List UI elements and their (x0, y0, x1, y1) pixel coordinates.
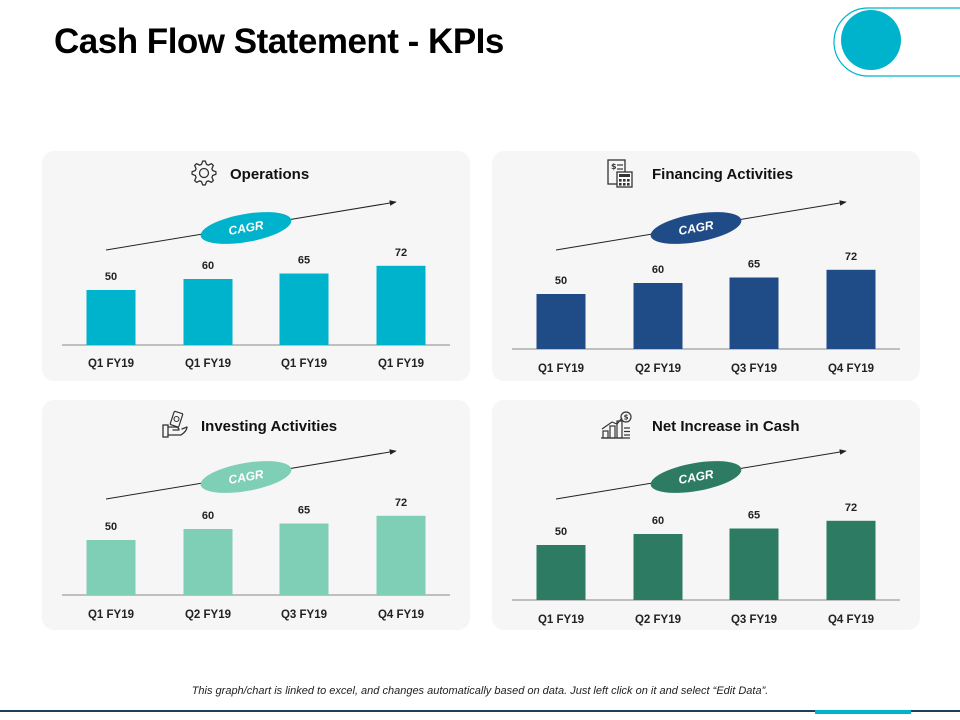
tick-label: Q3 FY19 (281, 609, 327, 621)
data-label: 72 (395, 497, 407, 509)
bar (536, 545, 586, 600)
bar (279, 273, 329, 345)
bar (826, 269, 876, 349)
panel-investing-activities: Investing Activities CAGR 50 Q1 FY19 60 Q2 FY… (42, 400, 470, 630)
page-title: Cash Flow Statement - KPIs (54, 22, 504, 61)
growth-chart-icon: $ (601, 411, 632, 439)
data-label: 72 (395, 247, 407, 259)
cagr-label: CAGR (677, 218, 715, 238)
tick-label: Q4 FY19 (828, 614, 874, 626)
bar (86, 540, 136, 595)
data-label: 60 (202, 510, 214, 522)
bar (376, 265, 426, 345)
tick-label: Q1 FY19 (538, 363, 584, 375)
chart-title: Operations (230, 166, 309, 183)
bar (279, 523, 329, 595)
gear-icon (191, 160, 217, 186)
chart-title: Financing Activities (652, 166, 793, 183)
data-label: 50 (555, 275, 567, 287)
bar (536, 294, 586, 349)
tick-label: Q1 FY19 (88, 609, 134, 621)
data-label: 72 (845, 251, 857, 263)
cagr-badge: CAGR (650, 461, 742, 493)
bar (826, 520, 876, 600)
header-decoration (833, 7, 960, 77)
calculator-document-icon: $ (607, 159, 633, 188)
data-label: 50 (555, 526, 567, 538)
panel-net-increase-in-cash: $ Net Increase in Cash CAGR 50 Q1 FY19 60 Q2 F… (492, 400, 920, 630)
tick-label: Q1 FY19 (378, 358, 424, 370)
data-label: 60 (202, 260, 214, 272)
tick-label: Q2 FY19 (635, 363, 681, 375)
data-label: 65 (748, 510, 760, 522)
data-label: 72 (845, 502, 857, 514)
tick-label: Q1 FY19 (185, 358, 231, 370)
tick-label: Q4 FY19 (378, 609, 424, 621)
cagr-label: CAGR (677, 467, 715, 487)
bar (183, 279, 233, 345)
data-label: 65 (298, 505, 310, 517)
chart-title: Investing Activities (201, 418, 337, 435)
bar (183, 529, 233, 595)
bar (376, 515, 426, 595)
data-label: 65 (298, 255, 310, 267)
bottom-accent-bar (815, 710, 911, 714)
data-label: 50 (105, 521, 117, 533)
chart-svg: $ Financing Activities CAGR 50 Q1 FY19 60 Q2 F… (512, 159, 900, 375)
bottom-rule (0, 710, 960, 712)
bar (729, 528, 779, 600)
tick-label: Q3 FY19 (731, 363, 777, 375)
bar (729, 277, 779, 349)
data-label: 60 (652, 264, 664, 276)
data-label: 60 (652, 515, 664, 527)
data-label: 50 (105, 271, 117, 283)
bar (633, 283, 683, 349)
bar (633, 534, 683, 600)
svg-text:$: $ (624, 414, 629, 422)
chart-title: Net Increase in Cash (652, 418, 800, 435)
tick-label: Q2 FY19 (635, 614, 681, 626)
chart-svg: $ Net Increase in Cash CAGR 50 Q1 FY19 60 Q2 F… (512, 411, 900, 626)
panel-operations: Operations CAGR 50 Q1 FY19 60 Q1 FY19 65 Q1 FY1… (42, 151, 470, 381)
header-circle-icon (841, 10, 901, 70)
cagr-label: CAGR (227, 218, 265, 238)
tick-label: Q1 FY19 (88, 358, 134, 370)
bar (86, 290, 136, 345)
tick-label: Q2 FY19 (185, 609, 231, 621)
tick-label: Q1 FY19 (281, 358, 327, 370)
cagr-badge: CAGR (200, 212, 292, 244)
data-label: 65 (748, 259, 760, 271)
footnote: This graph/chart is linked to excel, and… (191, 685, 769, 697)
tick-label: Q1 FY19 (538, 614, 584, 626)
panel-financing-activities: $ Financing Activities CAGR 50 Q1 FY19 60 Q2 F… (492, 151, 920, 381)
chart-svg: Operations CAGR 50 Q1 FY19 60 Q1 FY19 65 Q1 FY1… (62, 160, 450, 370)
tick-label: Q3 FY19 (731, 614, 777, 626)
cagr-badge: CAGR (650, 212, 742, 244)
svg-text:$: $ (611, 162, 617, 171)
cagr-badge: CAGR (200, 461, 292, 493)
chart-svg: Investing Activities CAGR 50 Q1 FY19 60 Q2 FY… (62, 410, 450, 621)
cagr-label: CAGR (227, 467, 265, 487)
money-hand-icon (162, 410, 188, 438)
tick-label: Q4 FY19 (828, 363, 874, 375)
